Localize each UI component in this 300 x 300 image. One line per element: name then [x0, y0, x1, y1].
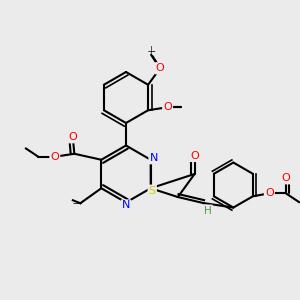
Text: O: O [50, 152, 59, 162]
Text: |: | [150, 46, 152, 55]
Text: O: O [68, 132, 77, 142]
Text: O: O [156, 63, 164, 73]
Text: O: O [190, 151, 199, 161]
Text: O: O [265, 188, 274, 198]
Text: O: O [281, 173, 290, 183]
Text: H: H [204, 206, 212, 215]
Text: N: N [122, 200, 130, 211]
Text: N: N [149, 153, 158, 163]
Text: —: — [147, 46, 155, 56]
Text: —: — [73, 199, 82, 208]
Text: O: O [163, 102, 172, 112]
Text: S: S [149, 186, 156, 196]
